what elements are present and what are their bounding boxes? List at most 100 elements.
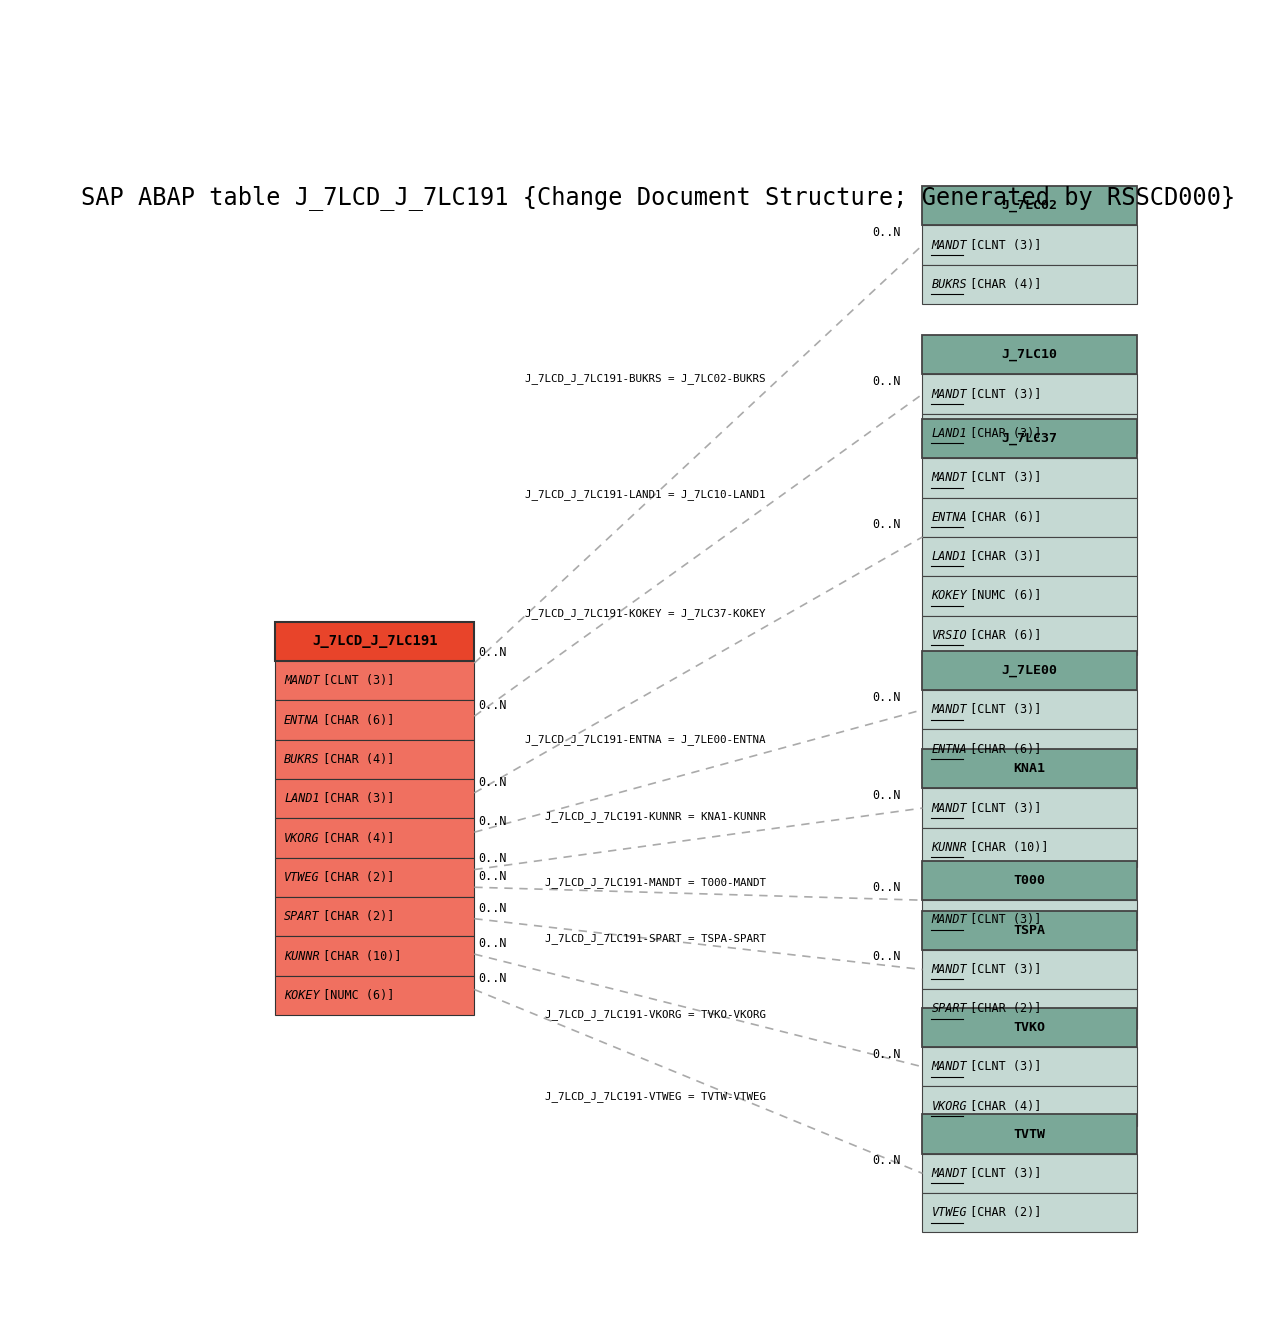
Text: [CLNT (3)]: [CLNT (3)] [962,387,1041,401]
FancyBboxPatch shape [275,896,474,937]
Text: [CHAR (2)]: [CHAR (2)] [962,1003,1041,1015]
Text: 0..N: 0..N [873,1047,901,1060]
Text: VTWEG: VTWEG [932,1206,968,1219]
FancyBboxPatch shape [923,650,1137,689]
FancyBboxPatch shape [923,950,1137,989]
FancyBboxPatch shape [923,497,1137,538]
Text: J_7LCD_J_7LC191-SPART = TSPA-SPART: J_7LCD_J_7LC191-SPART = TSPA-SPART [545,934,766,945]
FancyBboxPatch shape [923,789,1137,828]
Text: KOKEY: KOKEY [932,590,968,602]
Text: MANDT: MANDT [932,801,968,814]
FancyBboxPatch shape [923,730,1137,769]
Text: [CHAR (3)]: [CHAR (3)] [962,427,1041,439]
Text: LAND1: LAND1 [932,427,968,439]
Text: 0..N: 0..N [478,972,506,985]
FancyBboxPatch shape [923,226,1137,265]
Text: [NUMC (6)]: [NUMC (6)] [962,590,1041,602]
FancyBboxPatch shape [923,1086,1137,1126]
Text: VKORG: VKORG [932,1099,968,1113]
FancyBboxPatch shape [923,689,1137,730]
FancyBboxPatch shape [923,335,1137,375]
Text: [CHAR (2)]: [CHAR (2)] [316,871,394,884]
Text: T000: T000 [1014,874,1046,887]
Text: [CHAR (4)]: [CHAR (4)] [316,753,394,766]
Text: 0..N: 0..N [873,950,901,964]
Text: VTWEG: VTWEG [284,871,320,884]
FancyBboxPatch shape [923,749,1137,789]
FancyBboxPatch shape [923,989,1137,1028]
Text: [CHAR (4)]: [CHAR (4)] [962,278,1041,290]
Text: MANDT: MANDT [284,675,320,687]
Text: MANDT: MANDT [932,387,968,401]
Text: KOKEY: KOKEY [284,989,320,1001]
Text: [CHAR (6)]: [CHAR (6)] [962,743,1041,755]
Text: 0..N: 0..N [478,902,506,914]
FancyBboxPatch shape [275,780,474,818]
Text: SPART: SPART [284,910,320,923]
FancyBboxPatch shape [275,937,474,976]
Text: J_7LCD_J_7LC191-KUNNR = KNA1-KUNNR: J_7LCD_J_7LC191-KUNNR = KNA1-KUNNR [545,812,766,823]
FancyBboxPatch shape [275,976,474,1015]
Text: J_7LCD_J_7LC191-LAND1 = J_7LC10-LAND1: J_7LCD_J_7LC191-LAND1 = J_7LC10-LAND1 [526,489,766,500]
Text: MANDT: MANDT [932,1167,968,1180]
Text: 0..N: 0..N [873,1154,901,1167]
Text: 0..N: 0..N [478,937,506,950]
FancyBboxPatch shape [275,622,474,661]
FancyBboxPatch shape [923,375,1137,414]
Text: VRSIO: VRSIO [932,629,968,641]
Text: [CHAR (2)]: [CHAR (2)] [962,1206,1041,1219]
Text: [CHAR (6)]: [CHAR (6)] [962,629,1041,641]
Text: BUKRS: BUKRS [932,278,968,290]
FancyBboxPatch shape [923,1114,1137,1153]
FancyBboxPatch shape [923,1008,1137,1047]
Text: LAND1: LAND1 [932,550,968,563]
Text: [CHAR (6)]: [CHAR (6)] [962,511,1041,524]
Text: TSPA: TSPA [1014,923,1046,937]
Text: J_7LC10: J_7LC10 [1001,348,1058,362]
Text: J_7LCD_J_7LC191: J_7LCD_J_7LC191 [312,634,438,648]
FancyBboxPatch shape [923,828,1137,867]
FancyBboxPatch shape [923,419,1137,458]
Text: TVKO: TVKO [1014,1021,1046,1034]
Text: [CLNT (3)]: [CLNT (3)] [962,239,1041,251]
Text: J_7LCD_J_7LC191-BUKRS = J_7LC02-BUKRS: J_7LCD_J_7LC191-BUKRS = J_7LC02-BUKRS [526,374,766,384]
Text: [CLNT (3)]: [CLNT (3)] [962,703,1041,716]
Text: [CHAR (4)]: [CHAR (4)] [316,832,394,844]
Text: ENTNA: ENTNA [932,743,968,755]
Text: [CLNT (3)]: [CLNT (3)] [962,1060,1041,1074]
Text: 0..N: 0..N [873,226,901,239]
Text: [CLNT (3)]: [CLNT (3)] [962,801,1041,814]
Text: MANDT: MANDT [932,239,968,251]
Text: [CLNT (3)]: [CLNT (3)] [316,675,394,687]
Text: [CLNT (3)]: [CLNT (3)] [962,914,1041,926]
Text: [CHAR (10)]: [CHAR (10)] [962,841,1049,853]
Text: 0..N: 0..N [478,814,506,828]
Text: ENTNA: ENTNA [932,511,968,524]
Text: 0..N: 0..N [478,646,506,659]
Text: [CHAR (2)]: [CHAR (2)] [316,910,394,923]
Text: J_7LC02: J_7LC02 [1001,199,1058,212]
Text: [CHAR (10)]: [CHAR (10)] [316,950,402,962]
Text: J_7LE00: J_7LE00 [1001,664,1058,677]
Text: J_7LCD_J_7LC191-VKORG = TVKO-VKORG: J_7LCD_J_7LC191-VKORG = TVKO-VKORG [545,1009,766,1020]
FancyBboxPatch shape [275,661,474,700]
Text: TVTW: TVTW [1014,1128,1046,1141]
FancyBboxPatch shape [923,1047,1137,1086]
Text: 0..N: 0..N [478,852,506,866]
Text: ENTNA: ENTNA [284,714,320,727]
FancyBboxPatch shape [275,857,474,896]
Text: [CLNT (3)]: [CLNT (3)] [962,964,1041,976]
Text: LAND1: LAND1 [284,792,320,805]
Text: [CHAR (3)]: [CHAR (3)] [316,792,394,805]
Text: 0..N: 0..N [478,775,506,789]
Text: BUKRS: BUKRS [284,753,320,766]
Text: J_7LCD_J_7LC191-ENTNA = J_7LE00-ENTNA: J_7LCD_J_7LC191-ENTNA = J_7LE00-ENTNA [526,734,766,746]
Text: MANDT: MANDT [932,703,968,716]
FancyBboxPatch shape [923,538,1137,577]
FancyBboxPatch shape [275,739,474,780]
FancyBboxPatch shape [923,185,1137,226]
Text: 0..N: 0..N [873,880,901,894]
Text: J_7LCD_J_7LC191-MANDT = T000-MANDT: J_7LCD_J_7LC191-MANDT = T000-MANDT [545,878,766,888]
FancyBboxPatch shape [275,818,474,857]
FancyBboxPatch shape [923,414,1137,453]
